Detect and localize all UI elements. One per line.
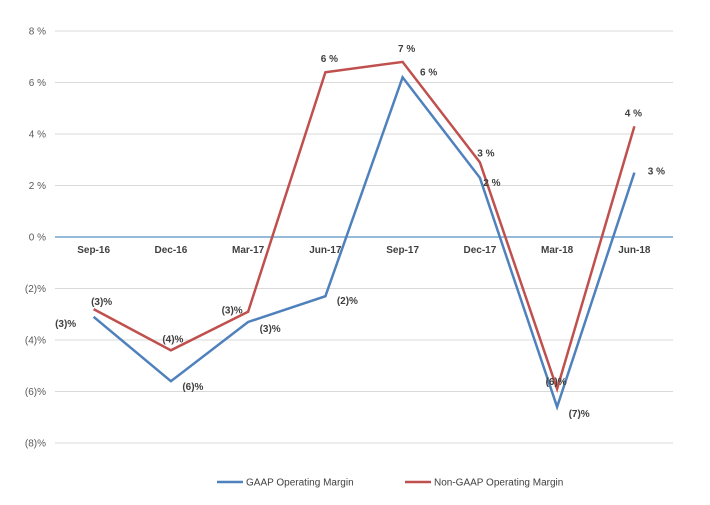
- y-tick-label: (8)%: [25, 439, 46, 450]
- non-gaap-series-line: [93, 60, 636, 394]
- x-category-label: Dec-16: [154, 245, 187, 256]
- gridlines: [55, 30, 673, 444]
- y-tick-label: 0 %: [29, 233, 46, 244]
- non-gaap-data-label: (4)%: [162, 334, 183, 345]
- x-category-label: Sep-17: [386, 245, 419, 256]
- non-gaap-data-label: 7 %: [398, 44, 415, 55]
- gaap-data-label: 2 %: [483, 178, 500, 189]
- gaap-data-label: (3)%: [55, 319, 76, 330]
- data-labels: (3)% (6)% (3)% (2)% 6 % 2 % (7)% 3 % (3)% (4)% (3)…: [55, 44, 665, 420]
- x-category-label: Mar-17: [232, 245, 265, 256]
- y-tick-label: 6 %: [29, 78, 46, 89]
- series-lines: [92, 60, 636, 411]
- legend-label: Non-GAAP Operating Margin: [434, 478, 563, 489]
- x-category-label: Jun-18: [618, 245, 651, 256]
- legend: GAAP Operating Margin Non-GAAP Operating …: [217, 478, 563, 489]
- non-gaap-data-label: 3 %: [477, 148, 494, 159]
- gaap-data-label: 6 %: [420, 67, 437, 78]
- x-category-label: Jun-17: [309, 245, 342, 256]
- y-tick-label: 2 %: [29, 181, 46, 192]
- non-gaap-data-label: 6 %: [321, 54, 338, 65]
- x-axis-categories: Sep-16 Dec-16 Mar-17 Jun-17 Sep-17 Dec-17 Mar-…: [77, 245, 651, 256]
- y-tick-label: (2)%: [25, 284, 46, 295]
- non-gaap-data-label: (3)%: [222, 306, 243, 317]
- gaap-data-label: (7)%: [569, 409, 590, 420]
- gaap-data-label: (6)%: [182, 382, 203, 393]
- x-category-label: Dec-17: [463, 245, 496, 256]
- y-tick-label: (4)%: [25, 336, 46, 347]
- y-tick-label: (6)%: [25, 387, 46, 398]
- non-gaap-data-label: 4 %: [625, 108, 642, 119]
- x-category-label: Mar-18: [541, 245, 574, 256]
- gaap-data-label: (2)%: [337, 296, 358, 307]
- y-axis-ticks: 8 % 6 % 4 % 2 % 0 % (2)% (4)% (6)% (8)%: [25, 27, 46, 450]
- legend-label: GAAP Operating Margin: [246, 478, 354, 489]
- x-category-label: Sep-16: [77, 245, 110, 256]
- non-gaap-data-label: (6)%: [546, 377, 567, 388]
- gaap-data-label: (3)%: [260, 324, 281, 335]
- gaap-data-label: 3 %: [648, 167, 665, 178]
- y-tick-label: 8 %: [29, 27, 46, 38]
- non-gaap-data-label: (3)%: [91, 297, 112, 308]
- gaap-series-line: [92, 74, 636, 411]
- y-tick-label: 4 %: [29, 130, 46, 141]
